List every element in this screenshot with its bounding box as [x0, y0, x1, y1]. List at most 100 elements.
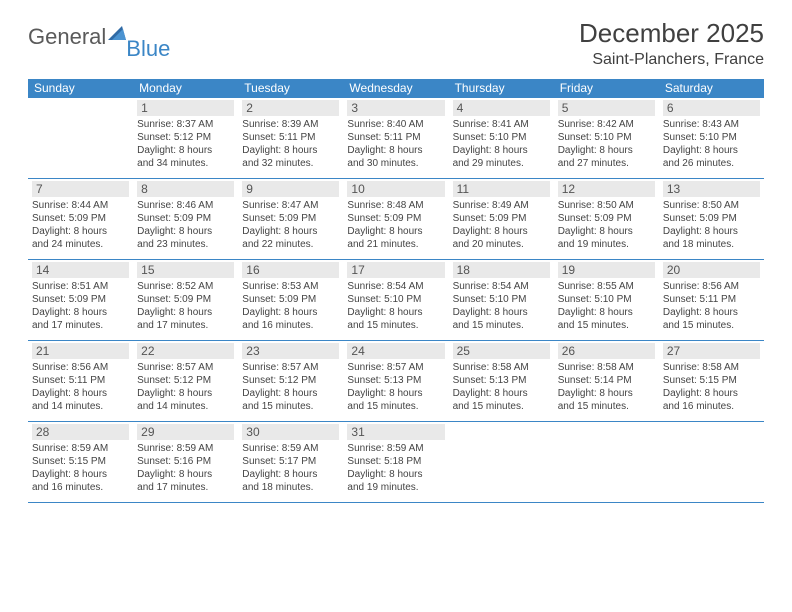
- daylight-text: Daylight: 8 hours: [242, 468, 339, 481]
- daylight-text: and 15 minutes.: [663, 319, 760, 332]
- weekday-header: Tuesday: [238, 79, 343, 98]
- sunset-text: Sunset: 5:18 PM: [347, 455, 444, 468]
- calendar-page: General Blue December 2025 Saint-Planche…: [0, 0, 792, 521]
- day-number: 15: [137, 262, 234, 278]
- day-cell: 26Sunrise: 8:58 AMSunset: 5:14 PMDayligh…: [554, 341, 659, 421]
- sunset-text: Sunset: 5:09 PM: [663, 212, 760, 225]
- daylight-text: and 23 minutes.: [137, 238, 234, 251]
- daylight-text: Daylight: 8 hours: [453, 144, 550, 157]
- daylight-text: and 22 minutes.: [242, 238, 339, 251]
- day-cell: 28 Sunrise: 8:59 AMSunset: 5:15 PMDayligh…: [28, 422, 133, 502]
- sunrise-text: Sunrise: 8:37 AM: [137, 118, 234, 131]
- sunset-text: Sunset: 5:15 PM: [32, 455, 129, 468]
- daylight-text: Daylight: 8 hours: [558, 225, 655, 238]
- day-number: 12: [558, 181, 655, 197]
- day-cell: 23Sunrise: 8:57 AMSunset: 5:12 PMDayligh…: [238, 341, 343, 421]
- day-cell: 20Sunrise: 8:56 AMSunset: 5:11 PMDayligh…: [659, 260, 764, 340]
- sunrise-text: Sunrise: 8:41 AM: [453, 118, 550, 131]
- daylight-text: Daylight: 8 hours: [558, 144, 655, 157]
- sunrise-text: Sunrise: 8:51 AM: [32, 280, 129, 293]
- daylight-text: Daylight: 8 hours: [137, 468, 234, 481]
- sunrise-text: Sunrise: 8:59 AM: [242, 442, 339, 455]
- sunset-text: Sunset: 5:09 PM: [347, 212, 444, 225]
- sunset-text: Sunset: 5:09 PM: [137, 293, 234, 306]
- day-cell: 6Sunrise: 8:43 AMSunset: 5:10 PMDaylight…: [659, 98, 764, 178]
- sunset-text: Sunset: 5:10 PM: [558, 293, 655, 306]
- day-number: 30: [242, 424, 339, 440]
- sunset-text: Sunset: 5:10 PM: [453, 131, 550, 144]
- daylight-text: and 15 minutes.: [558, 400, 655, 413]
- day-cell: 10Sunrise: 8:48 AMSunset: 5:09 PMDayligh…: [343, 179, 448, 259]
- daylight-text: and 29 minutes.: [453, 157, 550, 170]
- day-cell: 22Sunrise: 8:57 AMSunset: 5:12 PMDayligh…: [133, 341, 238, 421]
- sunrise-text: Sunrise: 8:59 AM: [32, 442, 129, 455]
- sunset-text: Sunset: 5:17 PM: [242, 455, 339, 468]
- weekday-header: Monday: [133, 79, 238, 98]
- day-number: 10: [347, 181, 444, 197]
- title-month: December 2025: [579, 18, 764, 49]
- day-cell: 4Sunrise: 8:41 AMSunset: 5:10 PMDaylight…: [449, 98, 554, 178]
- sunset-text: Sunset: 5:11 PM: [347, 131, 444, 144]
- sunrise-text: Sunrise: 8:44 AM: [32, 199, 129, 212]
- daylight-text: Daylight: 8 hours: [347, 225, 444, 238]
- day-number: 11: [453, 181, 550, 197]
- week-row: 7Sunrise: 8:44 AMSunset: 5:09 PMDaylight…: [28, 179, 764, 260]
- sunrise-text: Sunrise: 8:56 AM: [663, 280, 760, 293]
- sunset-text: Sunset: 5:13 PM: [453, 374, 550, 387]
- sunrise-text: Sunrise: 8:42 AM: [558, 118, 655, 131]
- daylight-text: Daylight: 8 hours: [137, 225, 234, 238]
- daylight-text: and 18 minutes.: [242, 481, 339, 494]
- week-row: 21Sunrise: 8:56 AMSunset: 5:11 PMDayligh…: [28, 341, 764, 422]
- daylight-text: and 15 minutes.: [453, 400, 550, 413]
- day-number: 19: [558, 262, 655, 278]
- day-number: 5: [558, 100, 655, 116]
- calendar-grid: SundayMondayTuesdayWednesdayThursdayFrid…: [28, 79, 764, 503]
- sunrise-text: Sunrise: 8:59 AM: [347, 442, 444, 455]
- daylight-text: and 15 minutes.: [347, 400, 444, 413]
- logo-text-general: General: [28, 24, 106, 50]
- empty-day-cell: [449, 422, 554, 502]
- sunset-text: Sunset: 5:12 PM: [242, 374, 339, 387]
- sunset-text: Sunset: 5:10 PM: [663, 131, 760, 144]
- day-number: 24: [347, 343, 444, 359]
- sunrise-text: Sunrise: 8:47 AM: [242, 199, 339, 212]
- sunset-text: Sunset: 5:09 PM: [558, 212, 655, 225]
- sunrise-text: Sunrise: 8:53 AM: [242, 280, 339, 293]
- day-number: 22: [137, 343, 234, 359]
- day-cell: 13Sunrise: 8:50 AMSunset: 5:09 PMDayligh…: [659, 179, 764, 259]
- logo-triangle-icon: [108, 26, 126, 40]
- sunset-text: Sunset: 5:11 PM: [663, 293, 760, 306]
- week-row: 28Sunrise: 8:59 AMSunset: 5:15 PMDayligh…: [28, 422, 764, 503]
- daylight-text: and 21 minutes.: [347, 238, 444, 251]
- day-cell: 1Sunrise: 8:37 AMSunset: 5:12 PMDaylight…: [133, 98, 238, 178]
- sunrise-text: Sunrise: 8:58 AM: [663, 361, 760, 374]
- day-number: 26: [558, 343, 655, 359]
- sunrise-text: Sunrise: 8:54 AM: [453, 280, 550, 293]
- logo: General Blue: [28, 18, 172, 50]
- day-number: 28: [32, 424, 129, 440]
- day-number: 2: [242, 100, 339, 116]
- day-cell: 19Sunrise: 8:55 AMSunset: 5:10 PMDayligh…: [554, 260, 659, 340]
- daylight-text: and 17 minutes.: [137, 319, 234, 332]
- empty-day-cell: [554, 422, 659, 502]
- day-number: 17: [347, 262, 444, 278]
- daylight-text: and 15 minutes.: [453, 319, 550, 332]
- day-number: 25: [453, 343, 550, 359]
- week-row: 14Sunrise: 8:51 AMSunset: 5:09 PMDayligh…: [28, 260, 764, 341]
- daylight-text: Daylight: 8 hours: [32, 468, 129, 481]
- day-cell: 2Sunrise: 8:39 AMSunset: 5:11 PMDaylight…: [238, 98, 343, 178]
- sunset-text: Sunset: 5:09 PM: [242, 293, 339, 306]
- day-cell: 9Sunrise: 8:47 AMSunset: 5:09 PMDaylight…: [238, 179, 343, 259]
- day-cell: 25Sunrise: 8:58 AMSunset: 5:13 PMDayligh…: [449, 341, 554, 421]
- daylight-text: Daylight: 8 hours: [242, 306, 339, 319]
- daylight-text: Daylight: 8 hours: [663, 306, 760, 319]
- day-number: 8: [137, 181, 234, 197]
- daylight-text: Daylight: 8 hours: [242, 387, 339, 400]
- title-location: Saint-Planchers, France: [579, 51, 764, 69]
- day-cell: 7Sunrise: 8:44 AMSunset: 5:09 PMDaylight…: [28, 179, 133, 259]
- weekday-header: Wednesday: [343, 79, 448, 98]
- sunrise-text: Sunrise: 8:58 AM: [453, 361, 550, 374]
- sunrise-text: Sunrise: 8:46 AM: [137, 199, 234, 212]
- daylight-text: Daylight: 8 hours: [32, 225, 129, 238]
- daylight-text: and 18 minutes.: [663, 238, 760, 251]
